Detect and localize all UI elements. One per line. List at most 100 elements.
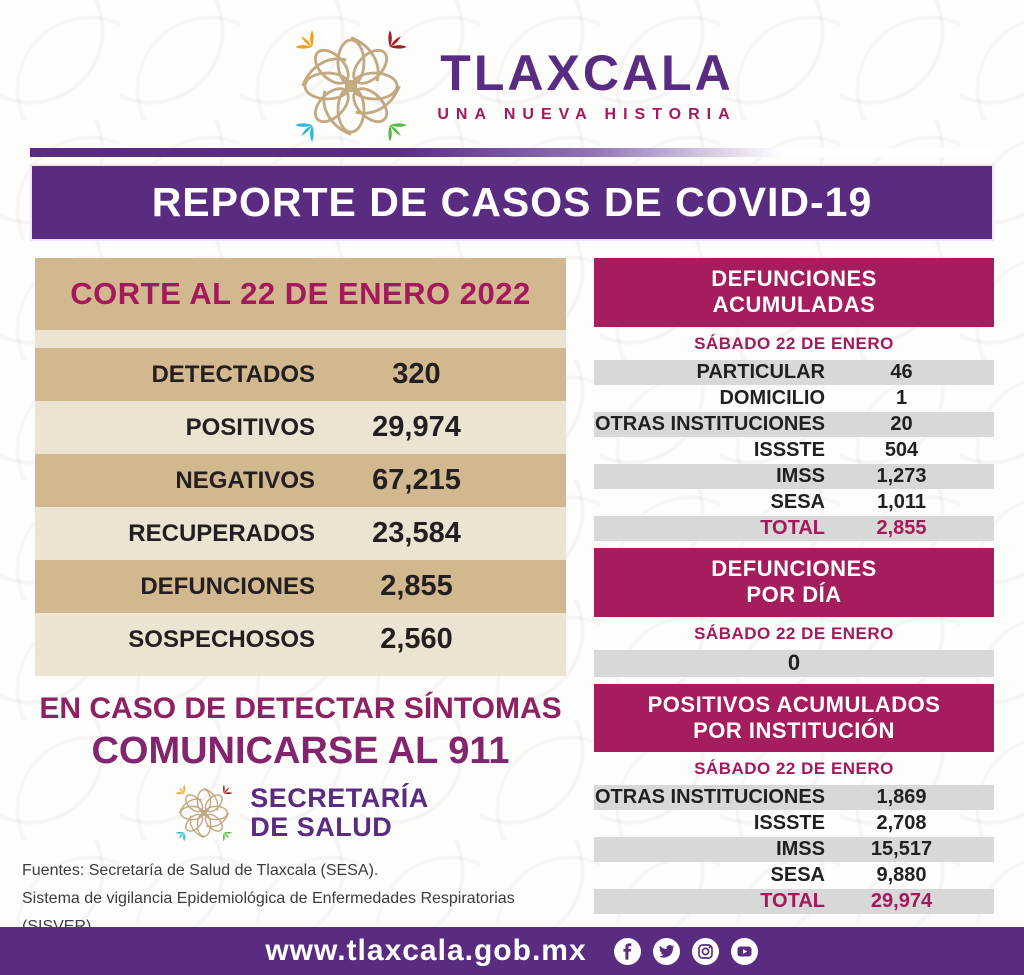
row-value: 9,880 — [876, 864, 927, 887]
banner-line1: DEFUNCIONES — [711, 266, 877, 291]
row-value: 15,517 — [870, 838, 933, 861]
table-row: RECUPERADOS 23,584 — [35, 507, 566, 560]
table-row: SOSPECHOSOS 2,560 — [35, 613, 566, 666]
table-row: NEGATIVOS 67,215 — [35, 454, 566, 507]
left-column: CORTE AL 22 DE ENERO 2022 DETECTADOS 320… — [22, 258, 566, 941]
deaths-cumulative-date: SÁBADO 22 DE ENERO — [694, 333, 894, 353]
row-label: OTRAS INSTITUCIONES — [594, 412, 825, 435]
table-row: ISSSTE 504 — [594, 438, 994, 463]
facebook-icon[interactable] — [613, 937, 642, 966]
row-value: 1 — [895, 386, 908, 409]
content: CORTE AL 22 DE ENERO 2022 DETECTADOS 320… — [22, 258, 994, 941]
row-label: DEFUNCIONES — [140, 572, 315, 600]
table-row: ISSSTE 2,708 — [594, 811, 994, 836]
symptoms-alert-line2: COMUNICARSE AL 911 — [91, 730, 510, 772]
secretaria-line1: SECRETARÍA — [250, 782, 429, 813]
tlaxcala-flower-logo-icon — [287, 27, 415, 145]
source-line1: Fuentes: Secretaría de Salud de Tlaxcala… — [22, 862, 379, 879]
deaths-daily-value: 0 — [594, 649, 994, 677]
row-label: RECUPERADOS — [128, 519, 315, 547]
row-value: 2,560 — [380, 623, 453, 655]
deaths-cumulative-table: PARTICULAR 46 DOMICILIO 1 OTRAS INSTITUC… — [594, 359, 994, 541]
row-label: ISSSTE — [753, 812, 825, 835]
table-row: SESA 1,011 — [594, 490, 994, 515]
symptoms-alert-line1: EN CASO DE DETECTAR SÍNTOMAS — [39, 692, 562, 725]
row-label: ISSSTE — [753, 438, 825, 461]
row-label: DOMICILIO — [719, 386, 825, 409]
total-label: TOTAL — [760, 516, 825, 539]
secretaria-logo-block: SECRETARÍA DE SALUD — [35, 783, 566, 843]
footer-url[interactable]: www.tlaxcala.gob.mx — [265, 934, 587, 967]
table-row: PARTICULAR 46 — [594, 359, 994, 385]
right-column: DEFUNCIONES ACUMULADAS SÁBADO 22 DE ENER… — [594, 258, 994, 941]
report-banner: REPORTE DE CASOS DE COVID-19 — [30, 164, 994, 241]
deaths-cumulative-banner: DEFUNCIONES ACUMULADAS — [594, 258, 994, 327]
row-label: OTRAS INSTITUCIONES — [594, 786, 825, 809]
table-row: IMSS 1,273 — [594, 463, 994, 489]
secretaria-flower-logo-icon — [172, 783, 236, 843]
banner-line1: DEFUNCIONES — [711, 555, 877, 581]
footer-bar: www.tlaxcala.gob.mx — [0, 927, 1024, 975]
table-row: POSITIVOS 29,974 — [35, 401, 566, 454]
report-title: REPORTE DE CASOS DE COVID-19 — [151, 179, 873, 225]
brand-tagline: UNA NUEVA HISTORIA — [437, 106, 737, 123]
row-label: NEGATIVOS — [175, 466, 315, 494]
row-value: 1,011 — [877, 490, 926, 513]
positives-section: POSITIVOS ACUMULADOS POR INSTITUCIÓN SÁB… — [594, 683, 994, 915]
row-value: 20 — [890, 412, 913, 435]
positives-banner: POSITIVOS ACUMULADOS POR INSTITUCIÓN — [594, 683, 994, 753]
table-row: DOMICILIO 1 — [594, 386, 994, 411]
twitter-icon[interactable] — [652, 937, 681, 966]
secretaria-line2: DE SALUD — [250, 812, 393, 842]
banner-line2: POR DÍA — [746, 582, 842, 608]
youtube-icon[interactable] — [730, 937, 759, 966]
row-label: POSITIVOS — [185, 413, 315, 441]
instagram-icon[interactable] — [691, 937, 720, 966]
summary-table: DETECTADOS 320 POSITIVOS 29,974 NEGATIVO… — [35, 348, 566, 666]
total-row: TOTAL 2,855 — [594, 515, 994, 541]
summary-title: CORTE AL 22 DE ENERO 2022 — [70, 276, 531, 311]
positives-date: SÁBADO 22 DE ENERO — [694, 759, 894, 779]
social-icons — [613, 937, 759, 966]
deaths-cumulative-section: DEFUNCIONES ACUMULADAS SÁBADO 22 DE ENER… — [594, 258, 994, 541]
table-row: DEFUNCIONES 2,855 — [35, 560, 566, 613]
banner-line2: POR INSTITUCIÓN — [693, 717, 895, 743]
deaths-daily-banner: DEFUNCIONES POR DÍA — [594, 547, 994, 617]
row-value: 23,584 — [372, 517, 461, 549]
gradient-divider — [30, 148, 994, 157]
row-label: SESA — [770, 490, 825, 513]
row-value: 2,708 — [876, 812, 927, 835]
positives-table: OTRAS INSTITUCIONES 1,869 ISSSTE 2,708 I… — [594, 785, 994, 915]
table-row: DETECTADOS 320 — [35, 348, 566, 401]
summary-header: CORTE AL 22 DE ENERO 2022 — [35, 258, 566, 330]
table-row: SESA 9,880 — [594, 863, 994, 888]
header: TLAXCALA UNA NUEVA HISTORIA — [0, 0, 1024, 146]
summary-panel: CORTE AL 22 DE ENERO 2022 DETECTADOS 320… — [35, 258, 566, 676]
banner-line1: POSITIVOS ACUMULADOS — [647, 691, 941, 717]
brand-block: TLAXCALA UNA NUEVA HISTORIA — [437, 48, 736, 124]
total-value: 2,855 — [876, 516, 927, 539]
row-value: 1,273 — [876, 464, 927, 487]
total-row: TOTAL 29,974 — [594, 889, 994, 915]
row-label: PARTICULAR — [696, 360, 825, 383]
row-label: IMSS — [776, 838, 825, 861]
row-value: 320 — [392, 358, 441, 390]
row-value: 504 — [884, 438, 919, 461]
row-value: 67,215 — [372, 464, 461, 496]
deaths-daily-date: SÁBADO 22 DE ENERO — [694, 623, 894, 643]
row-value: 1,869 — [876, 786, 927, 809]
total-label: TOTAL — [760, 890, 825, 913]
row-value: 46 — [890, 360, 913, 383]
row-label: SOSPECHOSOS — [128, 625, 315, 653]
secretaria-title: SECRETARÍA DE SALUD — [250, 782, 429, 842]
table-row: OTRAS INSTITUCIONES 1,869 — [594, 785, 994, 811]
row-label: DETECTADOS — [151, 360, 315, 388]
total-value: 29,974 — [870, 890, 933, 913]
brand-title: TLAXCALA — [440, 45, 734, 101]
deaths-daily-section: DEFUNCIONES POR DÍA SÁBADO 22 DE ENERO 0 — [594, 547, 994, 677]
row-label: IMSS — [776, 464, 825, 487]
row-label: SESA — [770, 864, 825, 887]
table-row: OTRAS INSTITUCIONES 20 — [594, 411, 994, 437]
row-value: 2,855 — [380, 570, 453, 602]
